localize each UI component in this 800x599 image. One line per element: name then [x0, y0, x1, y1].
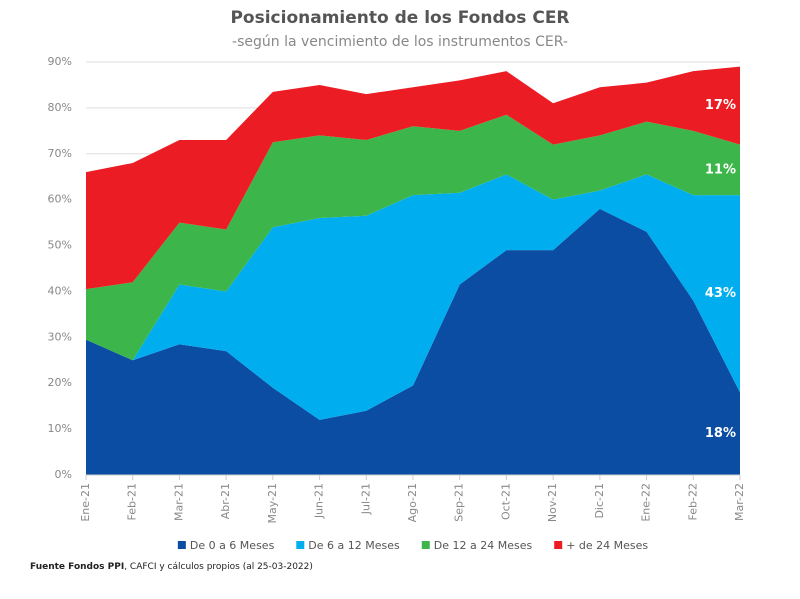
- x-tick-label: Feb-22: [686, 483, 699, 520]
- value-label: 11%: [705, 162, 736, 177]
- y-tick-label: 20%: [48, 376, 72, 389]
- x-tick-label: Ene-21: [79, 483, 92, 522]
- y-tick-label: 70%: [48, 147, 72, 160]
- chart-title: Posicionamiento de los Fondos CER: [230, 8, 569, 28]
- y-tick-label: 40%: [48, 284, 72, 297]
- legend-label: De 12 a 24 Meses: [434, 539, 533, 552]
- y-tick-label: 60%: [48, 193, 72, 206]
- value-label: 18%: [705, 426, 736, 441]
- x-tick-label: Ene-22: [640, 483, 653, 522]
- legend-swatch: [421, 541, 430, 549]
- y-tick-label: 30%: [48, 330, 72, 343]
- chart-subtitle: -según la vencimiento de los instrumento…: [232, 34, 568, 50]
- legend-label: + de 24 Meses: [566, 539, 648, 552]
- x-tick-label: Dic-21: [593, 483, 606, 519]
- source-text: , CAFCI y cálculos propios (al 25-03-202…: [124, 562, 313, 572]
- area: [86, 174, 740, 420]
- legend: De 0 a 6 Meses De 6 a 12 Meses De 12 a 24 …: [177, 539, 648, 552]
- legend-swatch: [177, 541, 186, 549]
- legend-swatch: [554, 541, 563, 549]
- area: [86, 208, 740, 475]
- legend-label: De 6 a 12 Meses: [308, 539, 400, 552]
- y-tick-label: 80%: [48, 101, 72, 114]
- legend-label: De 0 a 6 Meses: [190, 539, 275, 552]
- value-label: 43%: [705, 286, 736, 301]
- value-label: 17%: [705, 98, 736, 113]
- x-tick-label: Feb-21: [126, 483, 139, 520]
- area: [86, 114, 740, 361]
- x-tick-label: May-21: [266, 483, 279, 524]
- x-tick-label: Sep-21: [453, 483, 466, 522]
- x-tick-label: Mar-21: [172, 483, 185, 521]
- x-tick-label: Abr-21: [219, 483, 232, 519]
- x-tick-label: Nov-21: [546, 483, 559, 522]
- source-note: Fuente Fondos PPI, CAFCI y cálculos prop…: [30, 562, 313, 572]
- area: [86, 66, 740, 290]
- x-tick-label: Jun-21: [313, 483, 326, 519]
- source-bold: Fuente Fondos PPI: [30, 562, 124, 572]
- y-tick-label: 50%: [48, 239, 72, 252]
- x-tick-label: Mar-22: [733, 483, 746, 521]
- y-tick-label: 10%: [48, 422, 72, 435]
- y-tick-label: 90%: [48, 55, 72, 68]
- legend-swatch: [296, 541, 305, 549]
- x-tick-label: Oct-21: [499, 483, 512, 520]
- y-tick-label: 0%: [55, 468, 72, 481]
- x-tick-label: Jul-21: [359, 483, 372, 515]
- x-tick-label: Ago-21: [406, 483, 419, 522]
